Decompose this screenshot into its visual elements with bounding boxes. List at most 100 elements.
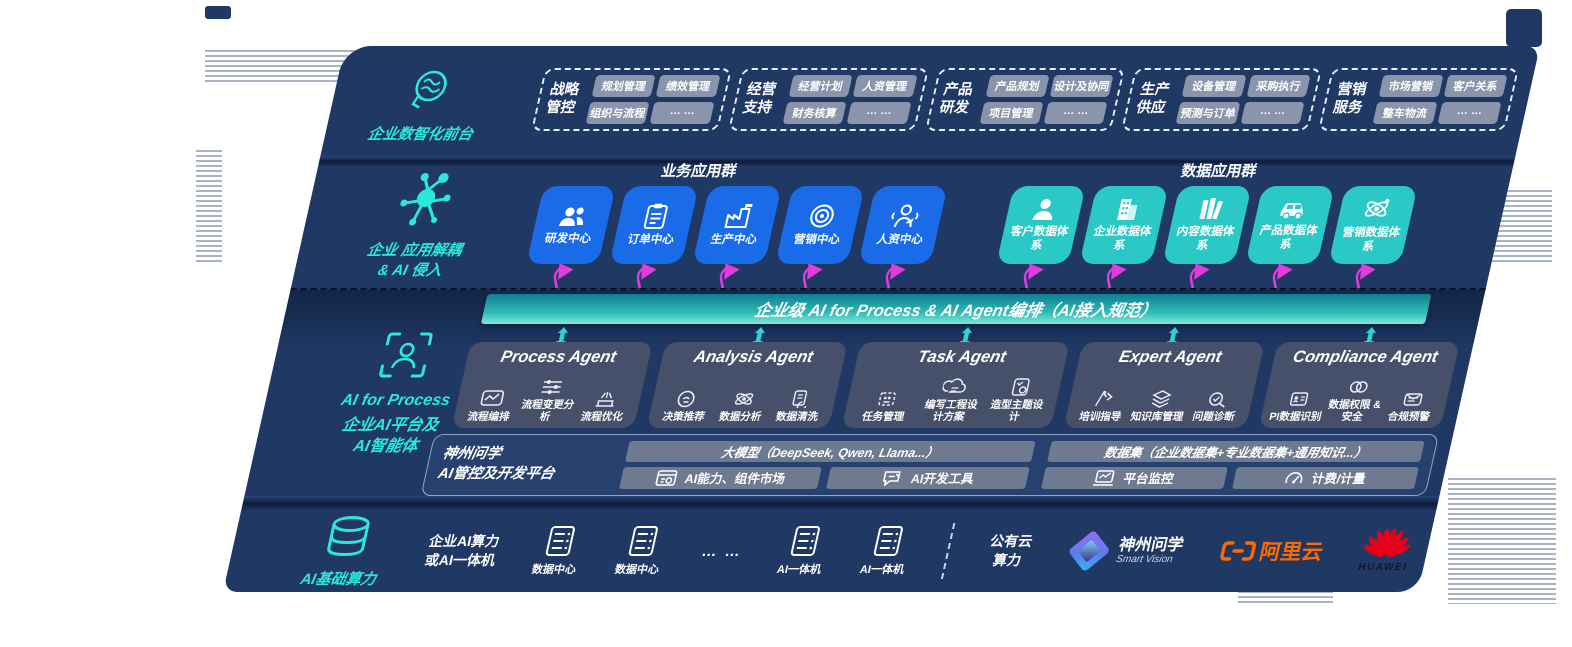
group-name: 经营支持 xyxy=(741,82,778,116)
agent-item-label: 造型主题设计 xyxy=(989,398,1045,423)
smartvision-subtitle: Smart Vision xyxy=(1114,554,1174,566)
card-product-data: 产品数据体系 xyxy=(1245,186,1335,264)
expert-agent-card: Expert Agent 培训指导 知识库管理 问题诊断 xyxy=(1063,342,1265,428)
process-agent-card: Process Agent 流程编排 流程变更分析 流程优化 xyxy=(451,342,653,428)
aliyun-bracket-icon xyxy=(1220,541,1256,561)
pill: 绩效管理 xyxy=(655,75,721,97)
pill: 人资管理 xyxy=(852,75,918,97)
decor-chip-top-right xyxy=(1506,9,1542,47)
database-icon xyxy=(326,516,370,557)
pill: 组织与流程 xyxy=(585,102,650,124)
pill: … … xyxy=(649,102,715,124)
agent-title: Compliance Agent xyxy=(1291,348,1440,366)
design-card-icon xyxy=(1011,378,1030,396)
app-layer-rail: 企业 应用解耦 & AI 侵入 xyxy=(338,172,502,280)
infra-rail: AI基础算力 xyxy=(274,515,416,590)
card-label: 企业数据体系 xyxy=(1092,225,1153,252)
group-name: 战略管控 xyxy=(544,82,581,116)
agent-item-label: 知识库管理 xyxy=(1129,410,1185,423)
window-gear-icon xyxy=(655,469,678,486)
compliance-agent-card: Compliance Agent PI数据识别 数据权限 & 安全 合规预警 xyxy=(1258,342,1460,428)
card-marketing-data: 营销数据体系 xyxy=(1328,186,1418,264)
data-permission-icon xyxy=(1349,381,1368,393)
datacenter-node: 数据中心 xyxy=(530,525,585,577)
card-enterprise-data: 企业数据体系 xyxy=(1079,186,1169,264)
huawei-name: HUAWEI xyxy=(1357,562,1409,573)
analysis-agent-card: Analysis Agent 决策推荐 数据分析 数据清洗 xyxy=(646,342,848,428)
pill: 采购执行 xyxy=(1246,75,1311,97)
pill: 产品规划 xyxy=(985,75,1050,97)
platform-model-column: 大模型（DeepSeek, Qwen, Llama...） AI能力、组件市场 … xyxy=(618,441,1036,489)
card-label: 营销数据体系 xyxy=(1341,226,1402,253)
cell-monitor: 平台监控 xyxy=(1040,466,1228,489)
node-label: 数据中心 xyxy=(530,563,578,576)
ai-appliance-node: AI一体机 xyxy=(858,525,913,577)
pill: 规划管理 xyxy=(591,75,656,97)
knowledge-layers-icon xyxy=(1151,390,1172,408)
cell-label: AI能力、组件市场 xyxy=(683,472,787,487)
aliyun-logo: 阿里云 xyxy=(1218,536,1327,566)
model-bar: 大模型（DeepSeek, Qwen, Llama...） xyxy=(625,441,1036,462)
training-icon xyxy=(1095,390,1113,407)
pill: 设备管理 xyxy=(1181,75,1247,97)
decor-chip-top-left xyxy=(205,6,231,19)
pill: 设计及协同 xyxy=(1049,75,1114,97)
huawei-logo: HUAWEI xyxy=(1357,529,1416,573)
decor-stripes-2 xyxy=(196,150,222,264)
agent-title: Analysis Agent xyxy=(692,348,815,366)
card-order-center: 订单中心 xyxy=(609,186,699,264)
agent-row: Process Agent 流程编排 流程变更分析 流程优化 Analysis … xyxy=(260,342,1474,428)
agent-item-label: 数据权限 & 安全 xyxy=(1327,398,1383,423)
card-label: 订单中心 xyxy=(626,233,676,246)
engineering-cloud-icon xyxy=(942,378,967,393)
datacenter-node: 数据中心 xyxy=(613,525,668,577)
front-office-label: 企业数智化前台 xyxy=(365,126,475,143)
agent-item-label: 编写工程设计方案 xyxy=(923,398,979,423)
agent-title: Task Agent xyxy=(916,348,1008,366)
server-icon xyxy=(545,525,575,556)
ai-layer-rail: AI for Process 企业AI平台及 AI智能体 xyxy=(313,330,481,457)
task-agent-card: Task Agent 任务管理 编写工程设计方案 造型主题设计 xyxy=(841,342,1070,428)
card-customer-data: 客户数据体系 xyxy=(996,186,1086,264)
card-label: 研发中心 xyxy=(543,232,593,245)
car-icon xyxy=(1280,202,1303,220)
chat-tool-icon xyxy=(882,470,901,486)
dashed-divider xyxy=(940,523,956,579)
optimization-icon xyxy=(595,391,614,407)
agent-title: Process Agent xyxy=(499,348,618,366)
card-label: 营销中心 xyxy=(792,233,842,246)
cell-billing: 计费/计量 xyxy=(1231,466,1420,489)
brain-head-icon xyxy=(411,70,447,109)
enterprise-compute-label: 企业AI算力 或AI一体机 xyxy=(423,533,502,568)
agent-item-label: PI数据识别 xyxy=(1268,410,1323,423)
platform-panel: 神州问学 AI管控及开发平台 大模型（DeepSeek, Qwen, Llama… xyxy=(420,434,1440,496)
group-marketing-service: 营销服务 市场营销 客户关系 整车物流 … … xyxy=(1318,68,1520,131)
smartvision-name: 神州问学 xyxy=(1117,536,1186,554)
card-rd-center: 研发中心 xyxy=(526,186,616,264)
pill: 财务核算 xyxy=(782,102,847,124)
node-label: AI一体机 xyxy=(858,563,906,576)
front-office-rail: 企业数智化前台 xyxy=(353,66,501,145)
cell-label: AI开发工具 xyxy=(909,472,976,487)
agent-item-label: 任务管理 xyxy=(860,410,906,423)
ai-appliance-node: AI一体机 xyxy=(775,525,830,577)
decor-stripes-4 xyxy=(1448,478,1556,604)
agent-item-label: 问题诊断 xyxy=(1191,410,1236,423)
cell-ai-market: AI能力、组件市场 xyxy=(618,466,823,489)
agent-item-label: 数据清洗 xyxy=(774,410,820,423)
hr-people-icon xyxy=(891,204,919,227)
group-strategy: 战略管控 规划管理 绩效管理 组织与流程 … … xyxy=(531,68,732,131)
card-content-data: 内容数据体系 xyxy=(1162,186,1252,264)
group-name: 营销服务 xyxy=(1331,82,1369,116)
decision-head-icon xyxy=(678,390,696,408)
smartvision-diamond-icon xyxy=(1065,529,1114,573)
pill: 客户关系 xyxy=(1443,75,1508,97)
pill: 市场营销 xyxy=(1378,75,1444,97)
pill: 项目管理 xyxy=(979,102,1044,124)
cell-label: 平台监控 xyxy=(1121,472,1176,487)
business-cards: 研发中心 订单中心 生产中心 xyxy=(526,186,948,264)
pill: 经营计划 xyxy=(788,75,853,97)
node-label: 数据中心 xyxy=(613,563,661,576)
pill: … … xyxy=(1240,102,1305,124)
group-product-rd: 产品研发 产品规划 设计及协同 项目管理 … … xyxy=(924,68,1126,131)
